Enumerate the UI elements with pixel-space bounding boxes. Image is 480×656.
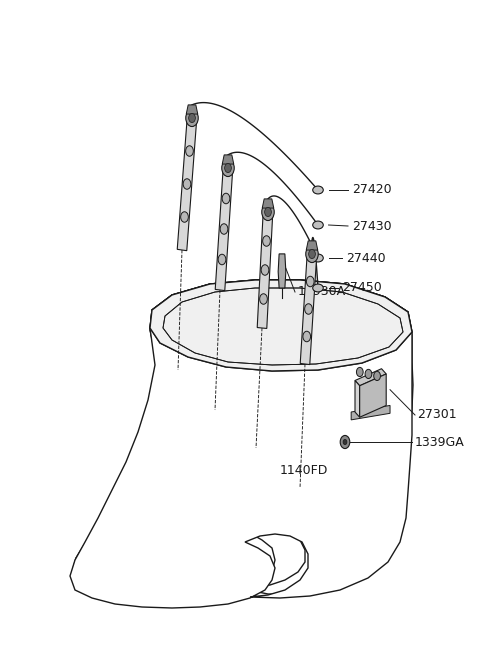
- Text: 27440: 27440: [346, 251, 385, 264]
- Circle shape: [186, 146, 193, 156]
- Ellipse shape: [313, 254, 324, 262]
- Polygon shape: [72, 310, 255, 603]
- Text: 27301: 27301: [418, 409, 457, 422]
- Circle shape: [357, 367, 363, 377]
- Polygon shape: [150, 280, 412, 371]
- Circle shape: [189, 113, 195, 123]
- Circle shape: [263, 236, 270, 246]
- Polygon shape: [215, 167, 233, 291]
- Circle shape: [306, 245, 318, 262]
- Ellipse shape: [313, 284, 324, 292]
- Polygon shape: [72, 280, 413, 603]
- Polygon shape: [70, 280, 412, 608]
- Polygon shape: [257, 211, 273, 329]
- Circle shape: [180, 212, 188, 222]
- Circle shape: [220, 224, 228, 234]
- Circle shape: [264, 207, 271, 216]
- Circle shape: [309, 249, 315, 258]
- Circle shape: [262, 203, 274, 220]
- Text: 27450: 27450: [342, 281, 382, 295]
- Polygon shape: [360, 374, 386, 417]
- Circle shape: [222, 159, 234, 176]
- Ellipse shape: [313, 186, 324, 194]
- Polygon shape: [355, 369, 386, 386]
- Circle shape: [305, 304, 312, 314]
- Polygon shape: [222, 155, 234, 164]
- Polygon shape: [355, 380, 360, 417]
- Circle shape: [365, 369, 372, 379]
- Polygon shape: [186, 105, 198, 114]
- Circle shape: [183, 178, 191, 189]
- Polygon shape: [177, 117, 197, 251]
- Text: 27430: 27430: [352, 220, 392, 232]
- Polygon shape: [300, 253, 317, 365]
- Circle shape: [303, 331, 311, 342]
- Polygon shape: [306, 241, 318, 250]
- Text: 27420: 27420: [352, 184, 392, 197]
- Polygon shape: [278, 254, 286, 288]
- Text: 10930A: 10930A: [298, 285, 346, 298]
- Circle shape: [225, 163, 231, 173]
- Polygon shape: [262, 199, 274, 208]
- Text: 1140FD: 1140FD: [280, 464, 328, 476]
- Circle shape: [218, 255, 226, 265]
- Ellipse shape: [313, 221, 324, 229]
- Circle shape: [306, 276, 314, 287]
- Circle shape: [186, 110, 198, 127]
- Circle shape: [222, 194, 230, 204]
- Circle shape: [261, 265, 269, 276]
- Polygon shape: [150, 280, 412, 371]
- Polygon shape: [351, 405, 390, 420]
- Circle shape: [343, 440, 347, 445]
- Circle shape: [374, 371, 381, 380]
- Circle shape: [260, 294, 267, 304]
- Circle shape: [340, 436, 350, 449]
- Text: 1339GA: 1339GA: [414, 436, 464, 449]
